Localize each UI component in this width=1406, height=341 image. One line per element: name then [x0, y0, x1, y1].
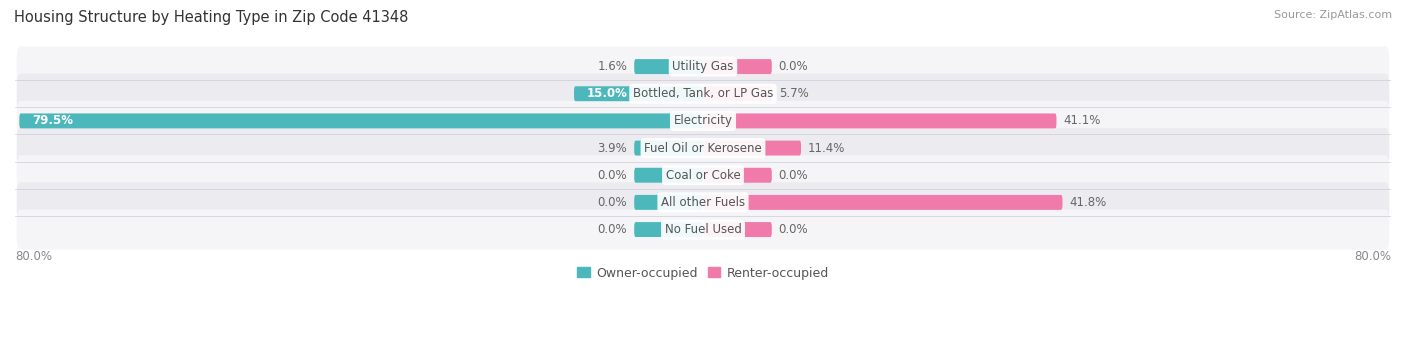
FancyBboxPatch shape	[17, 128, 1389, 168]
Text: Fuel Oil or Kerosene: Fuel Oil or Kerosene	[644, 142, 762, 154]
FancyBboxPatch shape	[574, 86, 703, 101]
FancyBboxPatch shape	[17, 74, 1389, 114]
FancyBboxPatch shape	[17, 46, 1389, 87]
FancyBboxPatch shape	[703, 59, 772, 74]
FancyBboxPatch shape	[17, 101, 1389, 141]
Text: Electricity: Electricity	[673, 114, 733, 128]
Text: 0.0%: 0.0%	[598, 196, 627, 209]
FancyBboxPatch shape	[703, 86, 772, 101]
Text: 0.0%: 0.0%	[598, 223, 627, 236]
Text: 11.4%: 11.4%	[808, 142, 845, 154]
FancyBboxPatch shape	[703, 195, 1063, 210]
Text: 0.0%: 0.0%	[598, 169, 627, 182]
Text: 0.0%: 0.0%	[779, 169, 808, 182]
Text: 80.0%: 80.0%	[15, 250, 52, 264]
FancyBboxPatch shape	[17, 155, 1389, 195]
Text: 41.8%: 41.8%	[1070, 196, 1107, 209]
FancyBboxPatch shape	[17, 209, 1389, 250]
FancyBboxPatch shape	[20, 114, 703, 128]
FancyBboxPatch shape	[634, 195, 703, 210]
Text: All other Fuels: All other Fuels	[661, 196, 745, 209]
Legend: Owner-occupied, Renter-occupied: Owner-occupied, Renter-occupied	[572, 262, 834, 285]
Text: 79.5%: 79.5%	[32, 114, 73, 128]
FancyBboxPatch shape	[703, 222, 772, 237]
Text: 0.0%: 0.0%	[779, 223, 808, 236]
Text: 80.0%: 80.0%	[1354, 250, 1391, 264]
Text: Bottled, Tank, or LP Gas: Bottled, Tank, or LP Gas	[633, 87, 773, 100]
Text: Coal or Coke: Coal or Coke	[665, 169, 741, 182]
Text: Source: ZipAtlas.com: Source: ZipAtlas.com	[1274, 10, 1392, 20]
FancyBboxPatch shape	[634, 140, 703, 155]
Text: 5.7%: 5.7%	[779, 87, 808, 100]
Text: 0.0%: 0.0%	[779, 60, 808, 73]
Text: Housing Structure by Heating Type in Zip Code 41348: Housing Structure by Heating Type in Zip…	[14, 10, 408, 25]
Text: Utility Gas: Utility Gas	[672, 60, 734, 73]
FancyBboxPatch shape	[703, 168, 772, 183]
FancyBboxPatch shape	[17, 182, 1389, 222]
Text: 41.1%: 41.1%	[1063, 114, 1101, 128]
Text: No Fuel Used: No Fuel Used	[665, 223, 741, 236]
FancyBboxPatch shape	[703, 114, 1056, 128]
FancyBboxPatch shape	[634, 168, 703, 183]
Text: 15.0%: 15.0%	[586, 87, 627, 100]
FancyBboxPatch shape	[634, 59, 703, 74]
Text: 1.6%: 1.6%	[598, 60, 627, 73]
FancyBboxPatch shape	[703, 140, 801, 155]
FancyBboxPatch shape	[634, 222, 703, 237]
Text: 3.9%: 3.9%	[598, 142, 627, 154]
